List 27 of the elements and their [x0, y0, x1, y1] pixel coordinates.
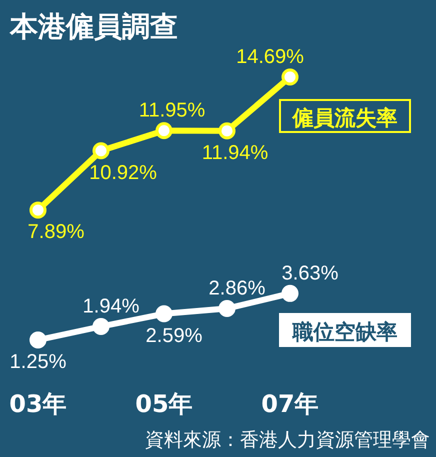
point — [156, 305, 172, 322]
point — [30, 332, 46, 348]
x-tick-label: 05年 — [135, 390, 193, 418]
series-label: 職位空缺率 — [292, 320, 398, 344]
source-note: 資料來源：香港人力資源管理學會 — [145, 429, 430, 451]
x-tick-label: 03年 — [9, 390, 67, 418]
point — [92, 142, 110, 160]
data-label: 3.63% — [282, 262, 339, 284]
point — [218, 300, 236, 317]
data-label: 14.69% — [236, 46, 304, 68]
data-label: 11.95% — [138, 100, 206, 122]
data-label: 11.94% — [202, 142, 268, 164]
chart-title: 本港僱員調查 — [9, 10, 178, 43]
point — [156, 122, 172, 140]
x-tick-label: 07年 — [261, 390, 319, 418]
data-label: 7.89% — [28, 221, 85, 244]
point — [92, 318, 110, 335]
data-label: 2.59% — [146, 324, 203, 347]
point — [218, 122, 236, 140]
data-label: 10.92% — [89, 162, 158, 184]
point — [30, 202, 46, 219]
point — [282, 68, 298, 86]
data-label: 1.25% — [10, 351, 67, 373]
data-label: 1.94% — [82, 296, 140, 318]
data-label: 2.86% — [208, 277, 266, 300]
series-label: 僱員流失率 — [292, 106, 398, 130]
point — [282, 284, 298, 302]
